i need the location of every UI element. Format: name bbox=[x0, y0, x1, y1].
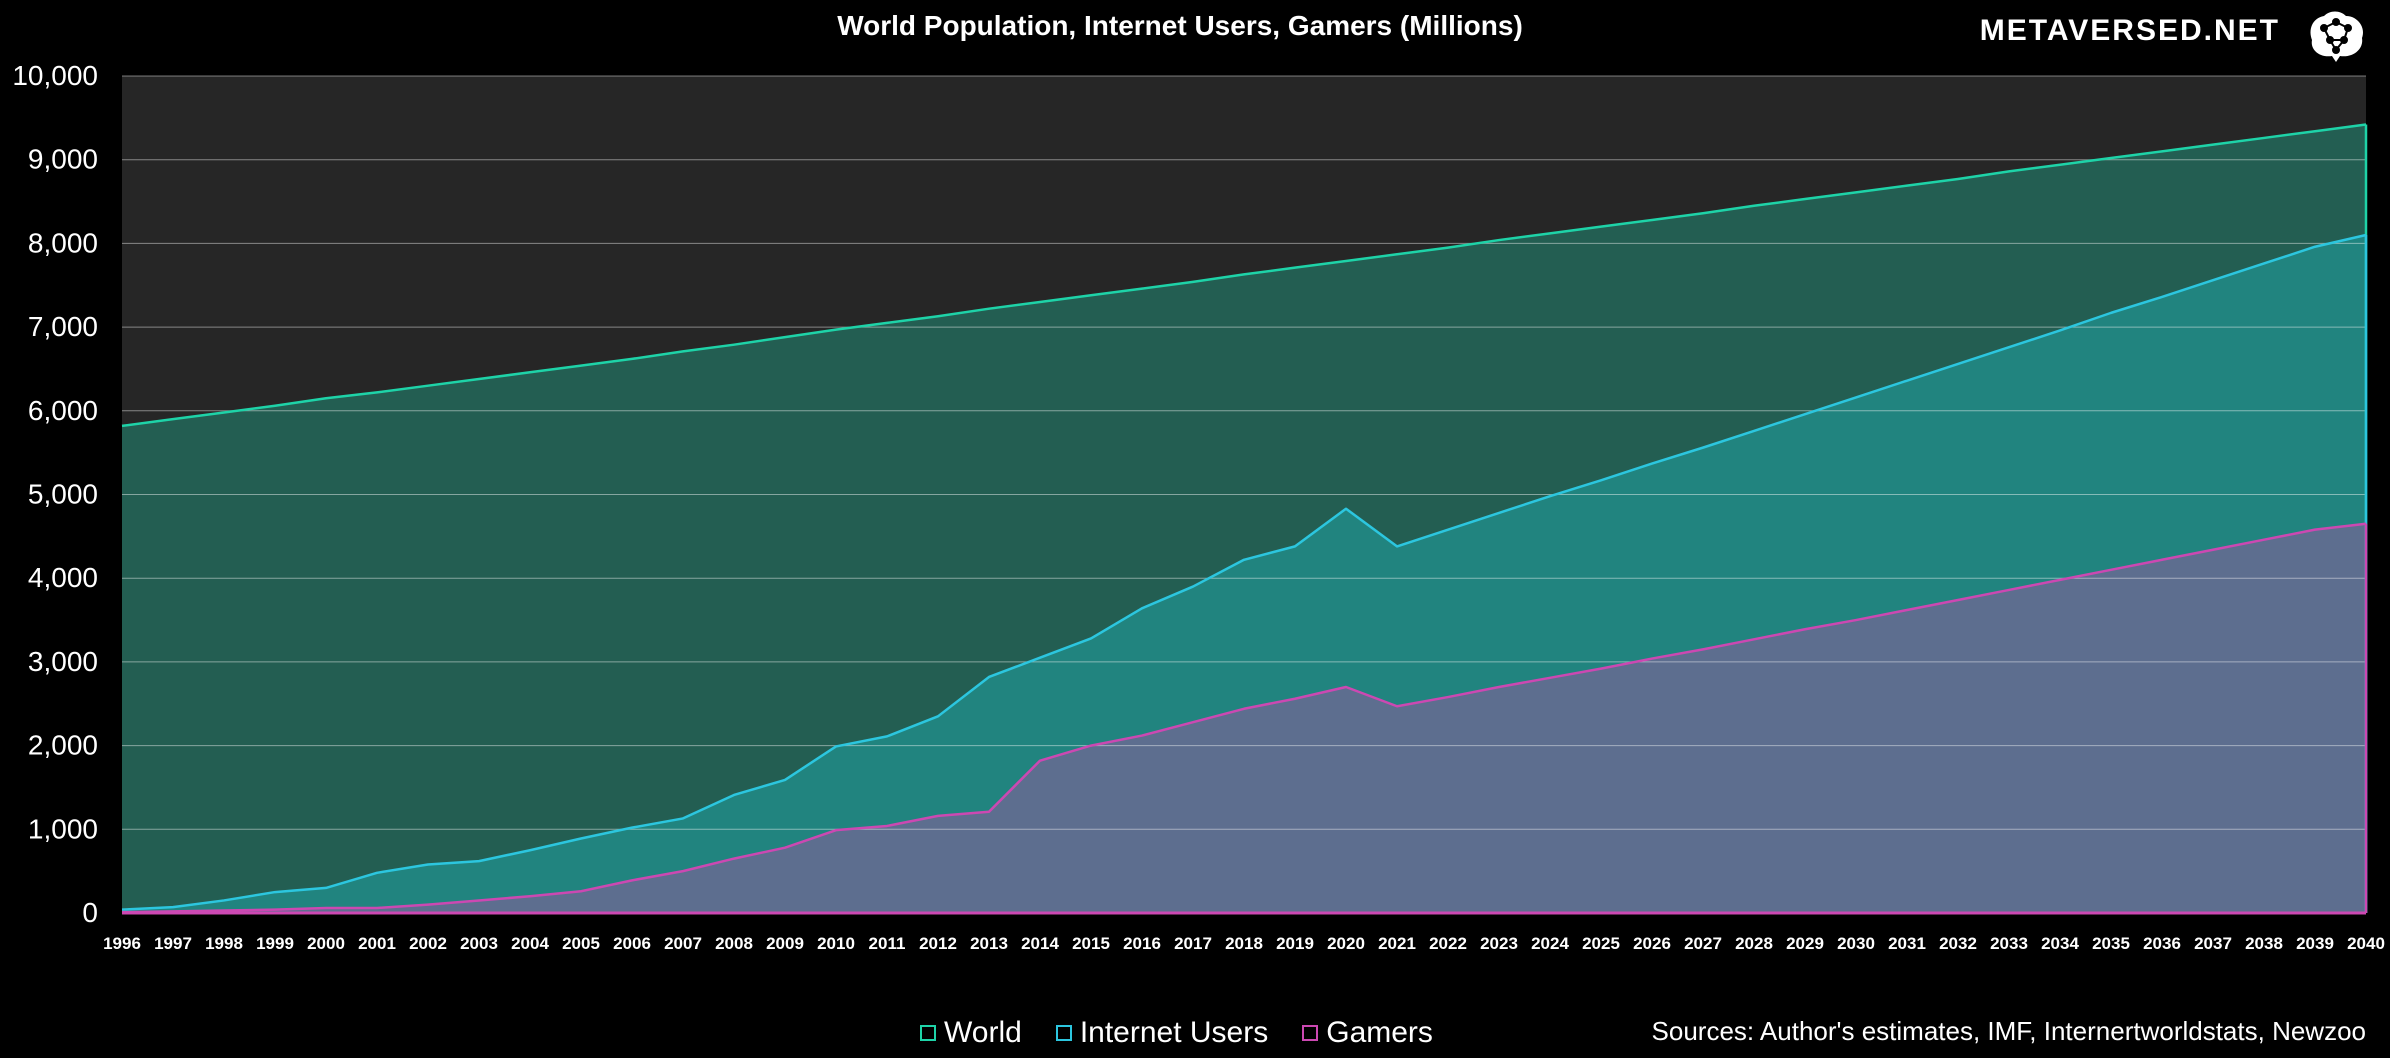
legend-item-internet-users: Internet Users bbox=[1055, 1016, 1269, 1050]
y-tick-label: 9,000 bbox=[28, 144, 98, 175]
legend-label-internet-users: Internet Users bbox=[1079, 1016, 1269, 1049]
x-tick-label: 2018 bbox=[1225, 934, 1263, 953]
x-tick-label: 2027 bbox=[1684, 934, 1722, 953]
legend-swatch-world bbox=[920, 1025, 936, 1041]
chart-title: World Population, Internet Users, Gamers… bbox=[837, 10, 1523, 41]
y-tick-label: 7,000 bbox=[28, 311, 98, 342]
brand-name: METAVERSED.NET bbox=[1979, 14, 2280, 47]
x-tick-label: 2014 bbox=[1021, 934, 1059, 953]
x-tick-label: 2031 bbox=[1888, 934, 1926, 953]
x-tick-label: 2025 bbox=[1582, 934, 1620, 953]
x-tick-label: 2005 bbox=[562, 934, 600, 953]
line-gamers bbox=[121, 522, 2367, 914]
legend-label-gamers: Gamers bbox=[1326, 1016, 1433, 1049]
x-tick-label: 2009 bbox=[766, 934, 804, 953]
x-tick-label: 2020 bbox=[1327, 934, 1365, 953]
x-tick-label: 2016 bbox=[1123, 934, 1161, 953]
x-tick-label: 2000 bbox=[307, 934, 345, 953]
x-tick-label: 2038 bbox=[2245, 934, 2283, 953]
x-tick-label: 2029 bbox=[1786, 934, 1824, 953]
x-tick-label: 2023 bbox=[1480, 934, 1518, 953]
x-tick-label: 2001 bbox=[358, 934, 396, 953]
x-tick-label: 2013 bbox=[970, 934, 1008, 953]
x-tick-label: 2008 bbox=[715, 934, 753, 953]
x-tick-label: 2028 bbox=[1735, 934, 1773, 953]
x-tick-label: 2036 bbox=[2143, 934, 2181, 953]
y-tick-label: 5,000 bbox=[28, 479, 98, 510]
y-tick-label: 0 bbox=[82, 897, 98, 928]
legend-item-world: World bbox=[920, 1016, 1022, 1050]
area-gamers bbox=[122, 523, 2366, 913]
line-internet-users bbox=[121, 233, 2367, 911]
x-tick-label: 2026 bbox=[1633, 934, 1671, 953]
x-tick-label: 2032 bbox=[1939, 934, 1977, 953]
x-tick-label: 2007 bbox=[664, 934, 702, 953]
x-tick-label: 1999 bbox=[256, 934, 294, 953]
x-tick-label: 1998 bbox=[205, 934, 243, 953]
chart-legend: World Internet Users Gamers bbox=[920, 1016, 1433, 1050]
legend-swatch-internet-users bbox=[1055, 1025, 1072, 1041]
x-tick-label: 2012 bbox=[919, 934, 957, 953]
line-world bbox=[121, 123, 2367, 428]
y-tick-label: 10,000 bbox=[12, 60, 98, 91]
y-tick-label: 8,000 bbox=[28, 227, 98, 258]
y-tick-label: 3,000 bbox=[28, 646, 98, 677]
y-tick-label: 6,000 bbox=[28, 395, 98, 426]
x-tick-label: 2010 bbox=[817, 934, 855, 953]
y-tick-label: 1,000 bbox=[28, 813, 98, 844]
y-tick-label: 2,000 bbox=[28, 730, 98, 761]
legend-label-world: World bbox=[944, 1016, 1022, 1049]
x-tick-label: 2037 bbox=[2194, 934, 2232, 953]
x-tick-label: 2006 bbox=[613, 934, 651, 953]
x-tick-label: 2034 bbox=[2041, 934, 2079, 953]
x-tick-label: 2039 bbox=[2296, 934, 2334, 953]
y-tick-label: 4,000 bbox=[28, 562, 98, 593]
legend-item-gamers: Gamers bbox=[1302, 1016, 1433, 1050]
x-tick-label: 2011 bbox=[869, 934, 906, 953]
x-tick-label: 2002 bbox=[409, 934, 447, 953]
x-tick-label: 2004 bbox=[511, 934, 549, 953]
x-tick-label: 2030 bbox=[1837, 934, 1875, 953]
source-note: Sources: Author's estimates, IMF, Intern… bbox=[1651, 1016, 2366, 1046]
brain-network-icon bbox=[2310, 11, 2364, 62]
x-tick-label: 2015 bbox=[1072, 934, 1110, 953]
x-tick-label: 2019 bbox=[1276, 934, 1314, 953]
x-tick-label: 2033 bbox=[1990, 934, 2028, 953]
x-tick-label: 2017 bbox=[1174, 934, 1212, 953]
x-tick-label: 1997 bbox=[154, 934, 192, 953]
x-tick-label: 2024 bbox=[1531, 934, 1569, 953]
x-tick-label: 2021 bbox=[1378, 934, 1416, 953]
legend-swatch-gamers bbox=[1302, 1025, 1319, 1041]
x-tick-label: 2022 bbox=[1429, 934, 1467, 953]
x-tick-label: 1996 bbox=[103, 934, 141, 953]
x-tick-label: 2040 bbox=[2347, 934, 2385, 953]
x-tick-label: 2003 bbox=[460, 934, 498, 953]
x-tick-label: 2035 bbox=[2092, 934, 2130, 953]
